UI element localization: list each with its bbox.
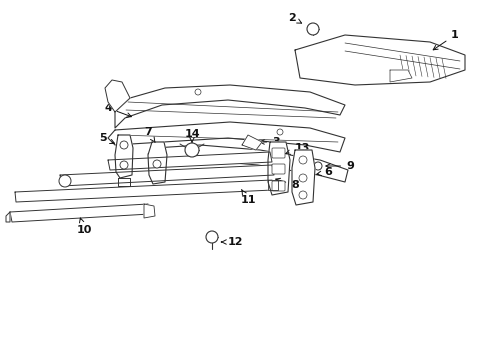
Circle shape <box>120 141 128 149</box>
Text: 14: 14 <box>184 129 200 142</box>
Circle shape <box>298 174 306 182</box>
Polygon shape <box>105 80 130 112</box>
Polygon shape <box>294 35 464 85</box>
Circle shape <box>59 175 71 187</box>
Circle shape <box>298 191 306 199</box>
FancyBboxPatch shape <box>271 148 285 158</box>
Polygon shape <box>118 178 130 186</box>
Polygon shape <box>291 150 314 205</box>
Circle shape <box>195 89 201 95</box>
Circle shape <box>184 143 199 157</box>
Text: 8: 8 <box>275 178 298 190</box>
Polygon shape <box>242 135 262 150</box>
Circle shape <box>276 129 283 135</box>
Circle shape <box>153 160 161 168</box>
Circle shape <box>306 23 318 35</box>
Polygon shape <box>143 204 155 218</box>
Polygon shape <box>148 142 167 184</box>
Circle shape <box>313 162 321 170</box>
Text: 7: 7 <box>144 127 155 142</box>
Polygon shape <box>108 122 345 152</box>
Text: 10: 10 <box>76 218 92 235</box>
Text: 2: 2 <box>287 13 301 23</box>
Circle shape <box>205 231 218 243</box>
Polygon shape <box>267 180 278 190</box>
Text: 13: 13 <box>285 143 309 154</box>
Text: 6: 6 <box>316 167 331 177</box>
FancyBboxPatch shape <box>271 164 285 174</box>
Polygon shape <box>10 204 150 222</box>
Text: 12: 12 <box>221 237 242 247</box>
Text: 11: 11 <box>240 190 255 205</box>
Polygon shape <box>60 165 273 186</box>
Polygon shape <box>15 180 272 202</box>
Polygon shape <box>148 145 347 182</box>
Text: 1: 1 <box>432 30 458 50</box>
Polygon shape <box>389 70 411 82</box>
Text: 5: 5 <box>99 133 114 144</box>
Polygon shape <box>108 152 271 170</box>
Circle shape <box>298 156 306 164</box>
Text: 3: 3 <box>259 137 279 147</box>
Circle shape <box>120 161 128 169</box>
Polygon shape <box>115 85 345 128</box>
Text: 9: 9 <box>325 161 353 171</box>
Polygon shape <box>115 135 133 178</box>
FancyBboxPatch shape <box>271 181 285 191</box>
Polygon shape <box>6 212 10 222</box>
Text: 4: 4 <box>104 103 131 117</box>
Polygon shape <box>267 142 289 195</box>
